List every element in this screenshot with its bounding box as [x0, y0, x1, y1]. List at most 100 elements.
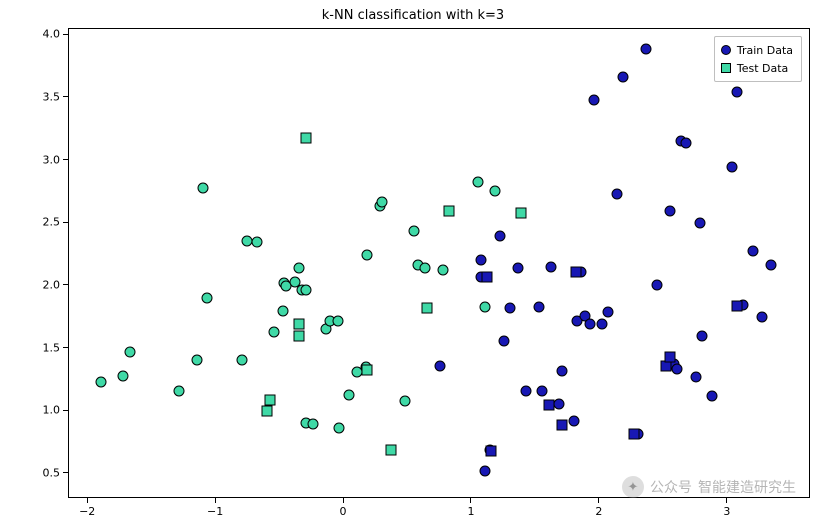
train-point — [513, 263, 524, 274]
train-point — [757, 312, 768, 323]
test-point — [629, 428, 640, 439]
train-point — [308, 418, 319, 429]
train-point — [95, 377, 106, 388]
test-point — [443, 205, 454, 216]
train-point — [377, 196, 388, 207]
train-point — [505, 303, 516, 314]
legend-label-train: Train Data — [737, 44, 793, 57]
test-point — [386, 445, 397, 456]
train-point — [537, 386, 548, 397]
y-tick-mark — [63, 159, 68, 160]
figure: k-NN classification with k=3 Train Data … — [0, 0, 826, 526]
test-point — [300, 133, 311, 144]
train-point — [617, 71, 628, 82]
y-tick-mark — [63, 96, 68, 97]
x-tick-label: 0 — [340, 505, 347, 518]
train-point — [533, 302, 544, 313]
train-point — [277, 306, 288, 317]
test-point — [422, 303, 433, 314]
train-point — [252, 237, 263, 248]
test-point — [556, 420, 567, 431]
legend-item-test: Test Data — [721, 59, 793, 77]
test-point — [264, 394, 275, 405]
train-point — [694, 218, 705, 229]
train-point — [520, 386, 531, 397]
train-point — [690, 372, 701, 383]
y-tick-label: 0.5 — [43, 466, 61, 479]
train-point — [640, 44, 651, 55]
train-point — [202, 293, 213, 304]
train-point — [671, 363, 682, 374]
train-point — [602, 307, 613, 318]
legend-item-train: Train Data — [721, 41, 793, 59]
x-tick-label: 1 — [467, 505, 474, 518]
test-point — [570, 267, 581, 278]
train-point — [473, 176, 484, 187]
test-point — [731, 300, 742, 311]
train-point — [333, 422, 344, 433]
train-point — [766, 259, 777, 270]
train-point — [553, 398, 564, 409]
test-point — [362, 364, 373, 375]
train-point — [419, 263, 430, 274]
train-point — [268, 327, 279, 338]
train-point — [174, 386, 185, 397]
train-point — [748, 245, 759, 256]
train-point — [588, 95, 599, 106]
x-tick-mark — [726, 498, 727, 503]
y-tick-mark — [63, 347, 68, 348]
train-point — [300, 284, 311, 295]
test-point — [486, 446, 497, 457]
x-tick-label: −2 — [79, 505, 95, 518]
train-point — [294, 263, 305, 274]
y-tick-label: 2.0 — [43, 278, 61, 291]
test-point — [262, 406, 273, 417]
test-point — [543, 400, 554, 411]
x-tick-label: −1 — [207, 505, 223, 518]
train-point — [437, 264, 448, 275]
train-point — [344, 389, 355, 400]
train-point — [236, 354, 247, 365]
train-point — [597, 318, 608, 329]
y-tick-label: 2.5 — [43, 216, 61, 229]
y-tick-label: 4.0 — [43, 28, 61, 41]
train-point — [435, 361, 446, 372]
train-point — [726, 161, 737, 172]
train-point — [479, 466, 490, 477]
test-point — [515, 208, 526, 219]
x-tick-mark — [470, 498, 471, 503]
x-tick-label: 3 — [723, 505, 730, 518]
y-tick-label: 1.0 — [43, 404, 61, 417]
train-point — [198, 183, 209, 194]
test-point — [294, 318, 305, 329]
y-tick-label: 3.0 — [43, 153, 61, 166]
plot-area — [68, 28, 810, 498]
train-point — [556, 366, 567, 377]
train-point — [665, 205, 676, 216]
test-point — [665, 352, 676, 363]
train-point — [475, 254, 486, 265]
train-point — [495, 230, 506, 241]
train-point — [409, 225, 420, 236]
train-point — [546, 262, 557, 273]
legend: Train Data Test Data — [714, 36, 802, 82]
train-point — [697, 331, 708, 342]
test-point — [482, 272, 493, 283]
x-tick-mark — [87, 498, 88, 503]
square-icon — [721, 63, 731, 73]
train-point — [611, 189, 622, 200]
train-point — [332, 316, 343, 327]
test-point — [294, 331, 305, 342]
train-point — [584, 318, 595, 329]
train-point — [569, 416, 580, 427]
train-point — [191, 354, 202, 365]
y-tick-mark — [63, 222, 68, 223]
train-point — [117, 371, 128, 382]
y-tick-mark — [63, 284, 68, 285]
x-tick-mark — [215, 498, 216, 503]
y-tick-mark — [63, 472, 68, 473]
train-point — [125, 347, 136, 358]
train-point — [362, 249, 373, 260]
x-tick-mark — [598, 498, 599, 503]
train-point — [707, 391, 718, 402]
